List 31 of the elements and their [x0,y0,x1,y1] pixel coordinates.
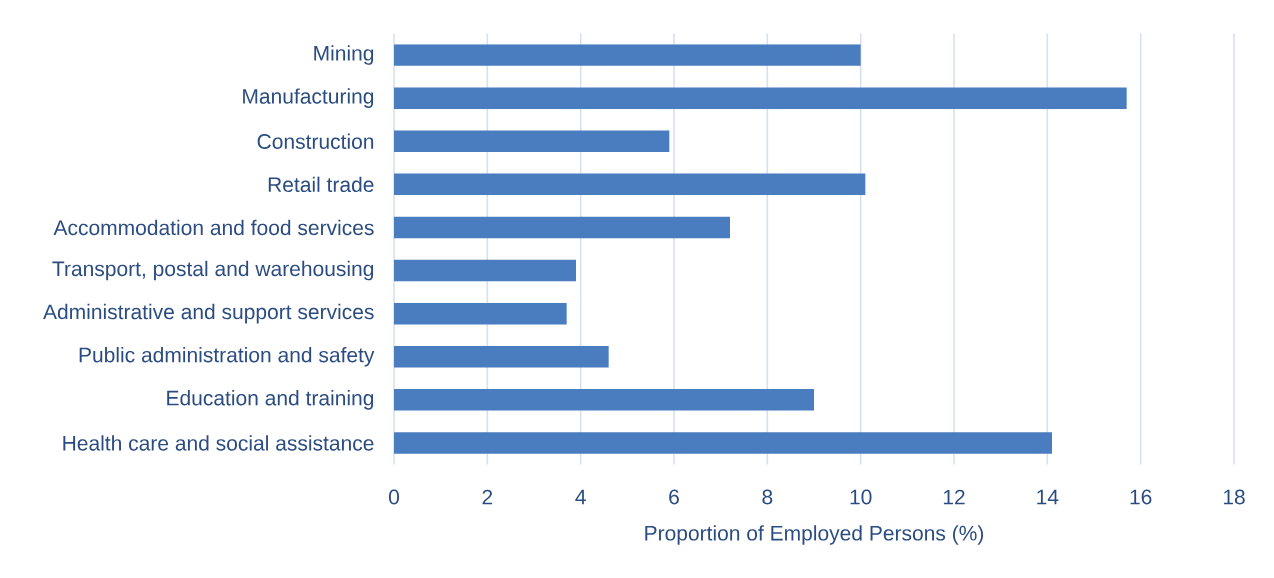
y-tick-label: Manufacturing [243,88,374,108]
y-tick-label: Education and training [167,390,374,410]
x-tick-label: 0 [388,489,400,505]
bar [394,130,670,152]
x-tick-label: 2 [482,489,493,505]
y-tick-label: Mining [314,45,374,65]
bar [394,302,567,325]
x-tick-label: 18 [1223,489,1245,505]
x-tick-label: 14 [1037,489,1059,505]
y-tick-label: Accommodation and food services [53,219,374,236]
bar [394,432,1052,454]
y-tick-label: Transport, postal and warehousing [52,260,374,281]
y-tick-label: Health care and social assistance [63,435,374,451]
y-tick-label: Administrative and support services [43,303,374,324]
bar [394,173,866,196]
x-tick-label: 16 [1130,489,1152,505]
x-tick-label: 6 [669,489,679,505]
bar [394,345,609,368]
bar [394,259,577,282]
y-tick-label: Public administration and safety [79,346,375,367]
x-tick-label: 10 [850,489,872,505]
x-tick-label: 8 [762,489,773,505]
y-tick-label: Retail trade [268,176,374,193]
x-axis-title: Proportion of Employed Persons (%) [645,525,984,545]
y-tick-label: Construction [257,133,374,149]
bar [394,44,861,66]
bar [394,216,730,239]
x-tick-label: 12 [943,489,965,505]
bar [394,389,814,411]
bar [394,87,1127,109]
x-tick-label: 4 [575,489,586,505]
